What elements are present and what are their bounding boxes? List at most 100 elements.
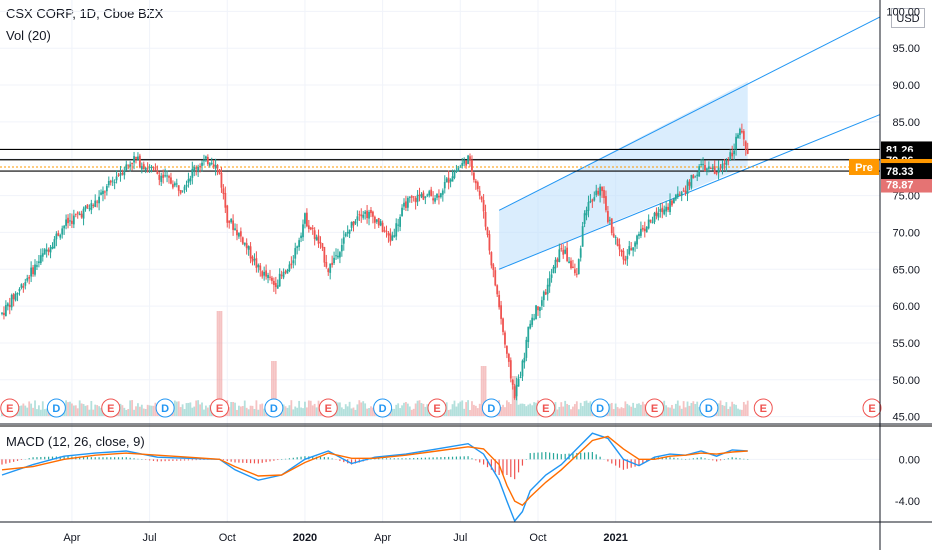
macd-histogram-bar — [704, 458, 706, 460]
candle-body — [449, 179, 452, 182]
earnings-marker — [210, 398, 229, 418]
candle-body — [305, 212, 308, 227]
candle-body — [251, 256, 254, 262]
candle-body — [49, 247, 52, 253]
event-label: E — [107, 403, 114, 415]
candle-body — [239, 231, 242, 237]
volume-bar — [152, 405, 155, 416]
macd-histogram-bar — [343, 459, 345, 463]
volume-bar — [634, 407, 636, 416]
macd-histogram-bar — [708, 459, 710, 460]
parallel-channel[interactable] — [498, 16, 881, 270]
candle-body — [156, 171, 159, 174]
macd-histogram-bar — [51, 456, 54, 460]
candle-body — [140, 166, 143, 170]
candle-body — [667, 206, 669, 210]
candle-body — [300, 235, 302, 239]
candle-body — [626, 256, 629, 260]
macd-histogram-bar — [618, 459, 621, 468]
macd-histogram-bar — [424, 457, 426, 460]
volume-bar — [673, 408, 675, 416]
macd-histogram-bar — [191, 459, 193, 461]
macd-histogram-bar — [312, 456, 314, 460]
volume-bar — [307, 400, 310, 416]
macd-histogram-bar — [284, 458, 287, 460]
candle-body — [84, 206, 87, 210]
volume-bar — [533, 402, 535, 416]
candle-body — [129, 164, 132, 167]
volume-bar — [401, 405, 403, 416]
volume-bar — [127, 409, 130, 416]
x-tick-label: 2020 — [293, 532, 317, 544]
candle-body — [317, 235, 320, 244]
candle-body — [356, 216, 359, 221]
candle-body — [125, 164, 128, 171]
volume-bar — [581, 406, 584, 416]
candle-body — [325, 262, 328, 267]
macd-histogram-bar — [82, 456, 85, 460]
price-tag-label: 78.33 — [886, 166, 914, 178]
candle-body — [572, 266, 574, 269]
candle-body — [142, 164, 145, 170]
volume-bar — [352, 407, 355, 416]
horizontal-levels[interactable] — [0, 148, 880, 172]
candle-body — [109, 180, 112, 183]
candle-body — [214, 165, 217, 169]
candle-body — [296, 246, 299, 248]
candle-body — [480, 196, 483, 200]
volume-bar — [272, 361, 275, 416]
volume-legend[interactable]: Vol (20) — [6, 28, 51, 43]
candle-body — [39, 255, 42, 264]
candle-body — [737, 134, 739, 139]
candle-body — [472, 172, 475, 180]
candle-body — [589, 200, 592, 203]
macd-histogram-bar — [304, 456, 306, 460]
volume-bar — [259, 404, 262, 416]
candle-body — [612, 233, 615, 237]
candle-body — [430, 189, 433, 197]
macd-legend[interactable]: MACD (12, 26, close, 9) — [6, 434, 145, 449]
volume-bar — [232, 401, 234, 416]
candle-body — [3, 312, 5, 316]
candle-body — [245, 243, 248, 249]
candle-body — [375, 219, 378, 222]
candle-body — [399, 216, 402, 227]
candle-body — [533, 318, 535, 320]
candle-body — [641, 227, 644, 230]
candle-body — [88, 208, 91, 210]
candle-body — [253, 259, 256, 261]
candle-body — [183, 186, 186, 190]
macd-histogram-bar — [222, 459, 224, 461]
macd-histogram-bar — [576, 453, 578, 460]
volume-bar — [624, 401, 627, 416]
candle-body — [216, 165, 219, 169]
currency-badge[interactable]: USD — [891, 8, 925, 28]
candle-body — [408, 196, 411, 198]
candle-body — [651, 221, 654, 224]
candle-body — [554, 259, 557, 269]
candle-body — [577, 259, 580, 274]
macd-histogram-bar — [90, 457, 92, 460]
candle-body — [154, 168, 157, 170]
macd-histogram-bar — [183, 459, 186, 461]
candle-body — [137, 156, 139, 160]
volume-bar — [632, 402, 635, 416]
candle-body — [175, 183, 178, 185]
volume-bar — [560, 402, 563, 416]
candle-body — [606, 211, 609, 223]
candle-body — [740, 130, 743, 133]
volume-bar — [253, 409, 256, 416]
candle-body — [622, 250, 625, 260]
macd-histogram-bar — [739, 458, 741, 460]
candle-body — [432, 198, 435, 201]
volume-bar — [24, 405, 27, 416]
candle-body — [459, 166, 462, 168]
event-label: E — [216, 403, 223, 415]
macd-histogram-bar — [110, 457, 112, 460]
volume-bar — [471, 401, 473, 416]
candle-body — [725, 160, 728, 165]
candle-body — [160, 175, 163, 182]
macd-histogram-bar — [288, 458, 291, 460]
